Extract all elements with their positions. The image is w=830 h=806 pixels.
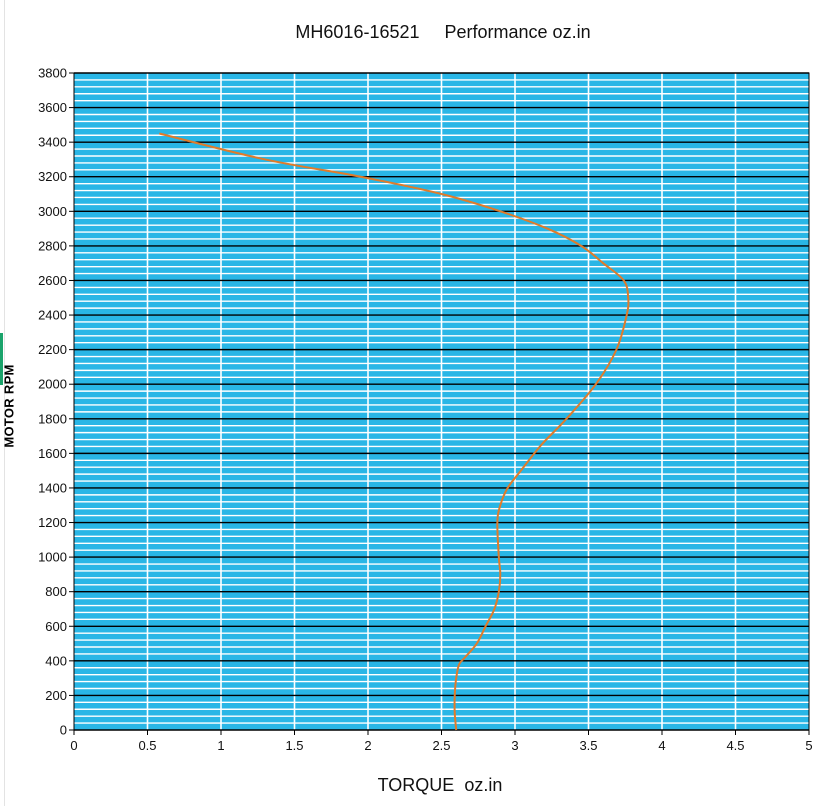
- y-tick-label: 1800: [38, 411, 67, 426]
- series-line: [159, 132, 630, 731]
- y-tick-label: 3000: [38, 204, 67, 219]
- y-tick-label: 600: [45, 619, 67, 634]
- left-edge-marker: [0, 333, 3, 385]
- x-axis-label: TORQUE oz.in: [377, 775, 503, 795]
- major-gridlines: [74, 72, 809, 731]
- y-tick-label: 400: [45, 653, 67, 668]
- x-tick-label: 4: [658, 738, 665, 753]
- x-tick-label: 1: [217, 738, 224, 753]
- x-tick-label: 0.5: [138, 738, 156, 753]
- y-tick-label: 2800: [38, 238, 67, 253]
- y-tick-label: 800: [45, 584, 67, 599]
- y-tick-label: 2200: [38, 342, 67, 357]
- y-tick-label: 2000: [38, 377, 67, 392]
- y-tick-label: 1000: [38, 550, 67, 565]
- y-tick-label: 3400: [38, 135, 67, 150]
- y-tick-label: 3600: [38, 100, 67, 115]
- y-tick-label: 2400: [38, 308, 67, 323]
- y-tick-label: 2600: [38, 273, 67, 288]
- x-tick-label: 0: [70, 738, 77, 753]
- x-tick-label: 1.5: [285, 738, 303, 753]
- y-tick-label: 3800: [38, 66, 67, 81]
- y-tick-label: 3200: [38, 169, 67, 184]
- left-edge-rule: [4, 0, 5, 806]
- y-tick-label: 200: [45, 688, 67, 703]
- x-tick-label: 3: [511, 738, 518, 753]
- y-tick-label: 0: [60, 723, 67, 738]
- y-tick-label: 1200: [38, 515, 67, 530]
- x-tick-label: 2.5: [432, 738, 450, 753]
- x-tick-label: 2: [364, 738, 371, 753]
- y-tick-labels: 0 200 400 600 800 1000 1200 1400 1600 1800 2000 220…: [38, 66, 74, 738]
- vertical-gridlines: [146, 73, 737, 730]
- x-tick-label: 3.5: [579, 738, 597, 753]
- y-tick-label: 1600: [38, 446, 67, 461]
- x-tick-label: 5: [805, 738, 812, 753]
- chart-title: MH6016-16521 Performance oz.in: [295, 22, 591, 42]
- x-tick-labels: 0 0.5 1 1.5 2 2.5 3 3.5 4 4.5 5: [70, 730, 813, 753]
- x-tick-label: 4.5: [726, 738, 744, 753]
- y-tick-label: 1400: [38, 480, 67, 495]
